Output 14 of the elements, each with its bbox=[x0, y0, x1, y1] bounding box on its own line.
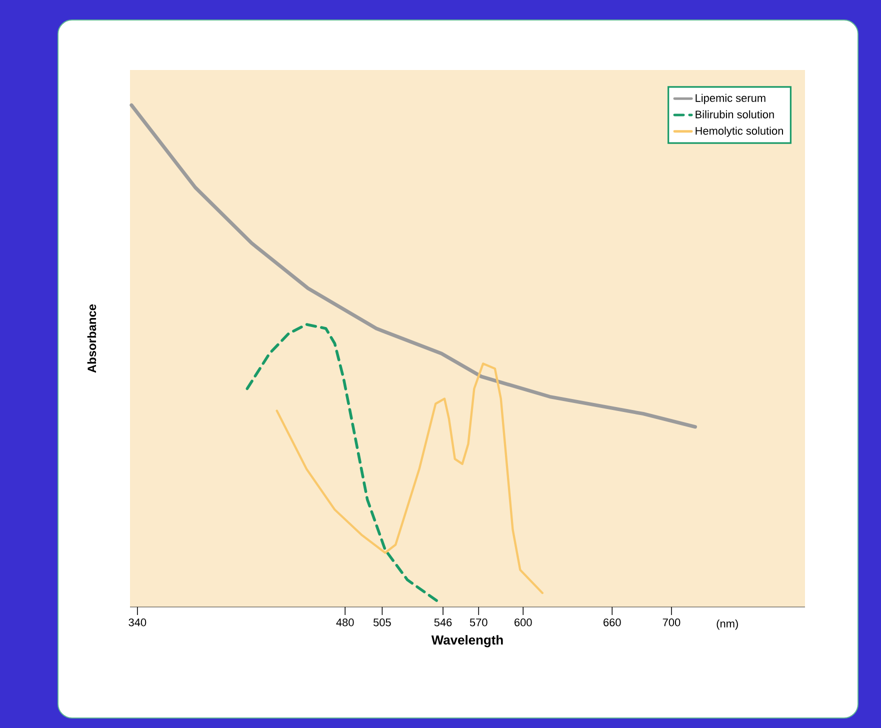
x-tick-label: 570 bbox=[470, 618, 488, 626]
x-axis-title: Wavelength bbox=[431, 635, 503, 648]
y-axis-title: Absorbance bbox=[87, 304, 96, 373]
x-tick-label: 700 bbox=[662, 618, 680, 626]
legend-label: Bilirubin solution bbox=[696, 110, 774, 118]
legend-label: Lipemic serum bbox=[696, 94, 766, 104]
x-tick-label: 600 bbox=[514, 618, 532, 626]
x-tick-label: 480 bbox=[336, 618, 354, 626]
x-tick-label: 660 bbox=[604, 618, 621, 626]
x-tick-label: 505 bbox=[373, 618, 391, 626]
legend-label: Hemolytic solution bbox=[696, 126, 783, 137]
x-tick-label: 546 bbox=[434, 618, 452, 626]
x-tick-label: 340 bbox=[128, 618, 146, 626]
text: (nm) bbox=[716, 619, 738, 630]
